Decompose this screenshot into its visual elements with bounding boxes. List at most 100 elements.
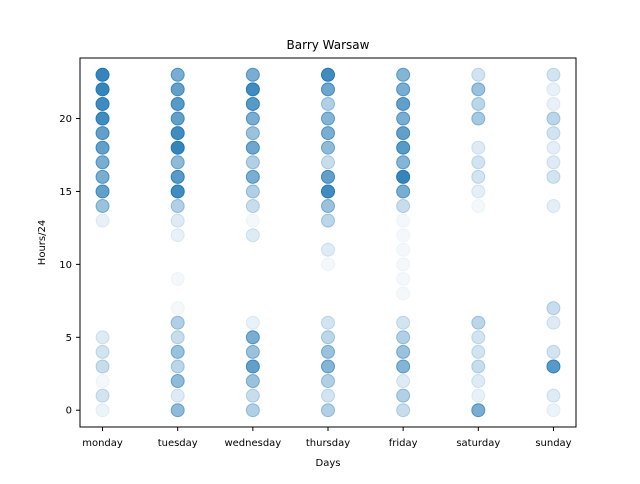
data-point-wednesday-0 [245,403,260,418]
y-tick-label: 15 [59,187,72,198]
data-point-friday-22 [396,82,411,97]
data-point-tuesday-14 [170,199,185,214]
data-point-tuesday-21 [170,96,185,111]
data-point-sunday-14 [546,199,561,214]
data-point-wednesday-12 [245,228,260,243]
data-point-friday-23 [396,67,411,82]
data-point-saturday-2 [471,374,486,389]
data-point-tuesday-20 [170,111,185,126]
x-tick-label: friday [389,438,418,449]
data-point-tuesday-7 [170,301,185,316]
data-point-sunday-19 [546,126,561,141]
data-point-friday-3 [396,359,411,374]
data-point-thursday-1 [321,388,335,403]
data-point-friday-8 [396,286,411,301]
data-point-saturday-22 [471,82,486,97]
data-point-friday-1 [396,388,411,403]
data-point-tuesday-1 [170,388,185,403]
x-axis-ticks: monday tuesday wednesday thursday friday satu… [82,427,572,449]
data-point-monday-0 [95,403,110,418]
data-point-tuesday-22 [170,82,185,97]
data-point-tuesday-13 [170,213,185,228]
data-point-wednesday-4 [245,344,260,359]
data-point-thursday-16 [321,169,335,184]
data-point-thursday-11 [321,242,335,257]
data-point-thursday-10 [321,257,335,272]
data-point-tuesday-4 [170,344,185,359]
data-point-friday-9 [396,271,411,286]
data-point-sunday-1 [546,388,561,403]
data-point-wednesday-17 [245,155,260,170]
data-point-wednesday-16 [245,169,260,184]
data-point-thursday-13 [321,213,335,228]
data-point-monday-22 [95,82,110,97]
data-point-thursday-14 [321,199,335,214]
data-point-sunday-0 [546,403,561,418]
data-point-tuesday-9 [170,271,185,286]
x-tick-label: saturday [456,438,500,449]
data-point-monday-16 [95,169,110,184]
data-point-monday-4 [95,344,110,359]
data-point-saturday-0 [471,403,486,418]
y-tick-label: 5 [66,333,72,344]
data-point-friday-0 [396,403,411,418]
data-point-sunday-22 [546,82,561,97]
x-tick-label: wednesday [224,438,281,449]
data-point-thursday-0 [321,403,335,418]
data-point-monday-15 [95,184,110,199]
data-point-monday-18 [95,140,110,155]
data-point-thursday-18 [321,140,335,155]
data-point-sunday-7 [546,301,561,316]
y-tick-label: 20 [59,114,72,125]
data-point-friday-21 [396,96,411,111]
data-point-saturday-5 [471,330,486,345]
data-point-tuesday-6 [170,315,185,330]
data-points [95,67,561,418]
data-point-sunday-20 [546,111,561,126]
data-point-saturday-14 [471,199,486,214]
data-point-sunday-18 [546,140,561,155]
data-point-wednesday-15 [245,184,260,199]
data-point-friday-15 [396,184,411,199]
data-point-saturday-23 [471,67,486,82]
data-point-thursday-6 [321,315,335,330]
data-point-monday-21 [95,96,110,111]
data-point-tuesday-12 [170,228,185,243]
data-point-monday-13 [95,213,110,228]
x-tick-label: thursday [306,438,350,449]
x-tick-label: monday [82,438,123,449]
data-point-tuesday-2 [170,374,185,389]
chart-title: Barry Warsaw [287,38,370,52]
data-point-wednesday-23 [245,67,260,82]
data-point-friday-20 [396,111,411,126]
data-point-thursday-21 [321,96,335,111]
y-tick-label: 0 [66,406,72,417]
data-point-friday-6 [396,315,411,330]
data-point-thursday-3 [321,359,335,374]
data-point-thursday-2 [321,374,335,389]
y-tick-label: 10 [59,260,72,271]
data-point-thursday-17 [321,155,335,170]
data-point-wednesday-1 [245,388,260,403]
data-point-saturday-15 [471,184,486,199]
data-point-wednesday-18 [245,140,260,155]
data-point-wednesday-6 [245,315,260,330]
data-point-wednesday-13 [245,213,260,228]
data-point-monday-1 [95,388,110,403]
data-point-sunday-4 [546,344,561,359]
data-point-friday-13 [396,213,411,228]
data-point-friday-5 [396,330,411,345]
data-point-wednesday-5 [245,330,260,345]
data-point-friday-19 [396,126,411,141]
data-point-thursday-5 [321,330,335,345]
data-point-sunday-3 [546,359,561,374]
data-point-monday-5 [95,330,110,345]
data-point-tuesday-19 [170,126,185,141]
data-point-monday-20 [95,111,110,126]
data-point-friday-10 [396,257,411,272]
data-point-monday-17 [95,155,110,170]
data-point-saturday-4 [471,344,486,359]
data-point-monday-2 [95,374,110,389]
data-point-saturday-6 [471,315,486,330]
data-point-friday-12 [396,228,411,243]
